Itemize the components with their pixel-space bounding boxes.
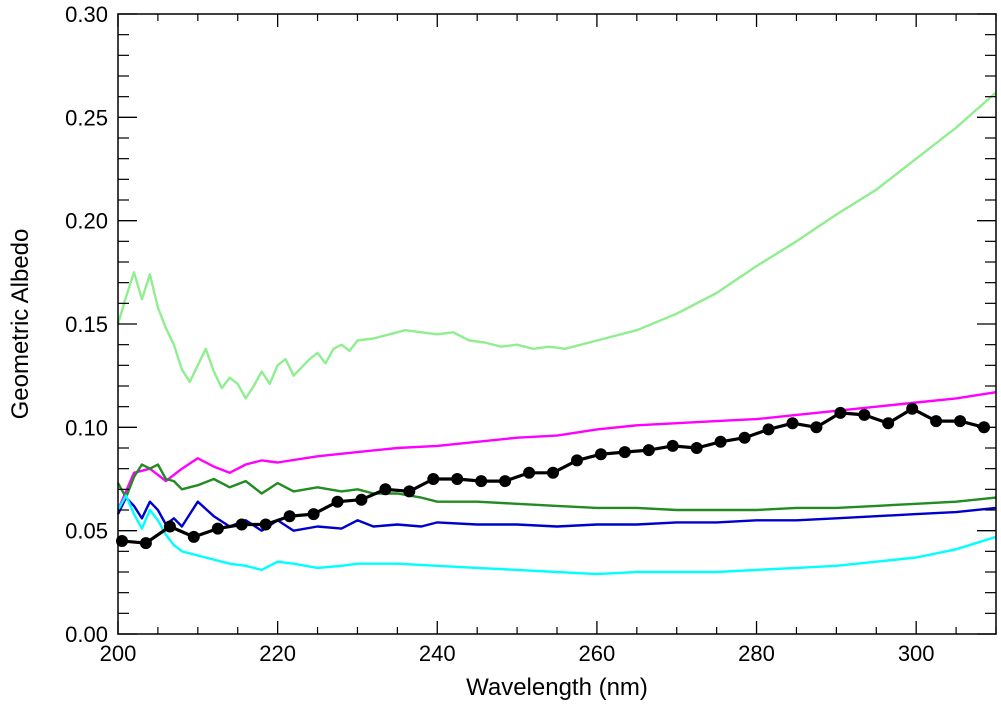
plot-frame (117, 13, 997, 635)
x-tick-label: 240 (419, 641, 456, 666)
series-6-point (666, 439, 679, 452)
series-6-point (331, 495, 344, 508)
series-line-2 (116, 391, 997, 511)
tick-labels-layer: 200 220 240 260 280 300 0.00 0.05 0.10 0.15 0.20 0.… (65, 2, 934, 666)
series-6-point (475, 475, 488, 488)
series-6-point (594, 448, 607, 461)
series-6-point (930, 415, 943, 428)
series-6-point (283, 510, 296, 523)
y-tick-label: 0.05 (65, 519, 108, 544)
series-6-point (427, 473, 440, 485)
x-axis-title: Wavelength (nm) (466, 674, 648, 701)
series-6-point (211, 522, 224, 535)
y-tick-label: 0.10 (65, 415, 108, 440)
series-6-point (235, 518, 248, 531)
series-6-point (642, 444, 655, 457)
ticks-layer (117, 13, 997, 635)
series-6-point (451, 473, 464, 485)
series-6-point (259, 518, 272, 531)
x-tick-label: 300 (898, 641, 935, 666)
x-tick-label: 280 (738, 641, 775, 666)
series-6-point (738, 431, 751, 444)
series-6-point (786, 417, 799, 430)
series-6-point (906, 402, 919, 415)
series-6-point (618, 446, 631, 459)
series-6-point (571, 454, 583, 467)
series-6-point (810, 421, 823, 434)
series-6-point (882, 417, 895, 430)
y-tick-label: 0.30 (65, 2, 108, 27)
series-6-point (379, 483, 392, 496)
x-tick-label: 220 (259, 641, 296, 666)
y-tick-label: 0.20 (65, 209, 108, 234)
series-6-point (858, 408, 871, 421)
y-tick-label: 0.15 (65, 312, 108, 337)
series-6-point (163, 520, 176, 533)
y-tick-label: 0.25 (65, 105, 108, 130)
series-line-1 (116, 91, 997, 400)
series-6-point (355, 493, 368, 506)
series-6-point (714, 435, 727, 448)
series-6-point (403, 485, 416, 498)
series-line-3 (116, 463, 997, 512)
series-6-point (834, 406, 847, 419)
series-6-point (116, 535, 128, 547)
series-6-point (499, 475, 512, 488)
x-tick-label: 260 (579, 641, 616, 666)
series-6-point (547, 466, 559, 479)
series-6-point (954, 415, 967, 428)
series-6-point (307, 508, 320, 521)
y-tick-label: 0.00 (65, 622, 108, 647)
series-layer (116, 91, 997, 576)
series-6-point (762, 423, 775, 436)
series-6-point (187, 530, 200, 543)
series-6-point (690, 442, 703, 454)
series-6-point (523, 466, 536, 479)
series-6-point (139, 537, 152, 550)
x-tick-label: 200 (100, 641, 137, 666)
y-axis-title: Geometric Albedo (7, 229, 34, 420)
